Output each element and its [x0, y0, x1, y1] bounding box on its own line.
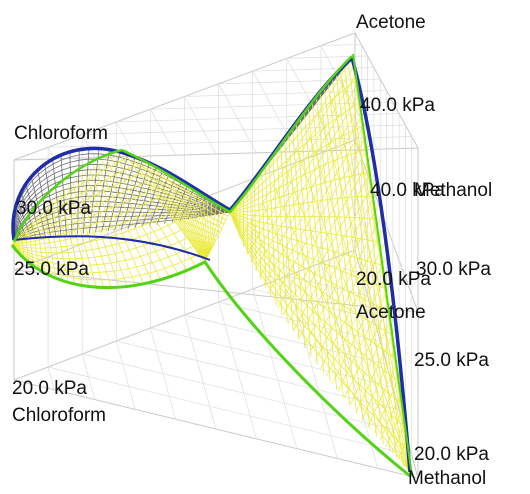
bubble-curve-acetone-methanol	[352, 53, 413, 477]
dew-curve-acetone-methanol	[350, 57, 412, 473]
label-pressure-left-25: 25.0 kPa	[14, 259, 89, 280]
dew-curve-chloroform-methanol	[13, 235, 211, 261]
label-pressure-right-25: 25.0 kPa	[414, 350, 489, 371]
label-pressure-top-40: 40.0 kPa	[360, 95, 435, 116]
box-lattice-lines	[47, 44, 413, 469]
label-chloroform-top: Chloroform	[14, 123, 108, 144]
label-methanol-bottom: Methanol	[408, 468, 486, 489]
label-pressure-left-20: 20.0 kPa	[12, 378, 87, 399]
label-pressure-right-20: 20.0 kPa	[414, 444, 489, 465]
label-chloroform-bottom: Chloroform	[12, 405, 106, 426]
label-pressure-mid-20: 20.0 kPa	[356, 269, 431, 290]
bubble-curve-chloroform-methanol	[10, 244, 411, 478]
label-pressure-mid-40: 40.0 kPa	[370, 180, 445, 201]
label-pressure-left-30: 30.0 kPa	[16, 198, 91, 219]
bubble-curve-chloroform-acetone	[12, 55, 353, 243]
label-acetone-top: Acetone	[356, 12, 426, 33]
liquid-surface-mesh	[11, 57, 411, 473]
label-pressure-right-30: 30.0 kPa	[416, 259, 491, 280]
label-methanol-mid: Methanol	[414, 180, 492, 201]
label-acetone-mid: Acetone	[356, 302, 426, 323]
